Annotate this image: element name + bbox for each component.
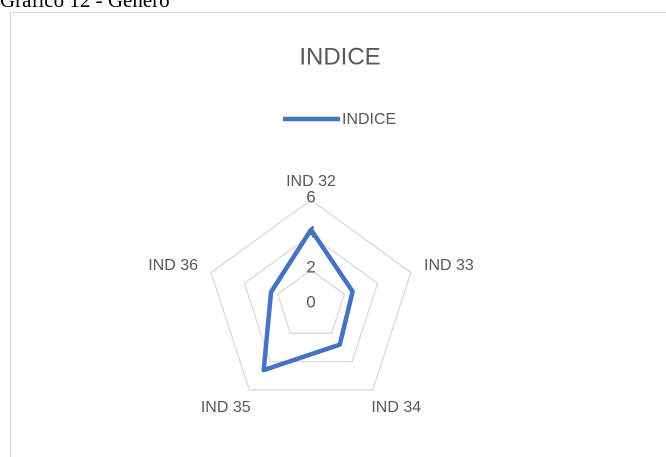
category-label: IND 33 bbox=[424, 257, 474, 274]
chart-border bbox=[10, 12, 666, 457]
chart-title: INDICE bbox=[299, 43, 380, 70]
series-line bbox=[261, 227, 355, 373]
y-tick-label: 2 bbox=[306, 257, 315, 276]
category-label: IND 32 bbox=[286, 173, 336, 190]
caption: Gráfico 12 - Género bbox=[0, 0, 170, 12]
grid-line bbox=[210, 199, 412, 391]
grid-line bbox=[243, 234, 379, 363]
y-tick-label: 6 bbox=[306, 187, 315, 206]
legend-label: INDICE bbox=[342, 111, 396, 128]
category-label: IND 34 bbox=[371, 399, 421, 416]
category-label: IND 36 bbox=[148, 257, 198, 274]
category-label: IND 35 bbox=[201, 399, 251, 416]
grid-line bbox=[276, 269, 346, 334]
y-tick-label: 0 bbox=[306, 292, 315, 311]
